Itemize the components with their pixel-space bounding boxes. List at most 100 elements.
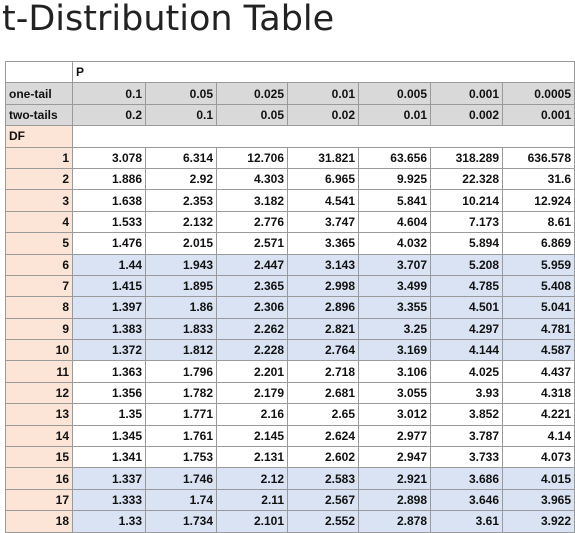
table-row: 12 1.356 1.782 2.179 2.681 3.055 3.93 4.318 (5, 381, 575, 405)
value-cell: 2.145 (216, 424, 288, 448)
value-cell: 5.041 (502, 296, 575, 319)
value-cell: 4.297 (430, 317, 503, 341)
value-cell: 5.959 (502, 253, 575, 276)
value-cell: 1.638 (72, 189, 146, 212)
df-cell: 16 (5, 467, 73, 490)
value-cell: 31.6 (502, 167, 575, 191)
table-row: 11 1.363 1.796 2.201 2.718 3.106 4.025 4.437 (5, 360, 575, 383)
df-cell: 12 (5, 381, 73, 405)
value-cell: 10.214 (430, 189, 503, 212)
value-cell: 2.896 (287, 296, 359, 319)
value-cell: 9.925 (358, 167, 431, 191)
value-cell: 1.415 (72, 274, 146, 298)
value-cell: 1.886 (72, 167, 146, 191)
one-tail-value: 0.001 (430, 82, 503, 105)
value-cell: 5.208 (430, 253, 503, 276)
value-cell: 4.14 (502, 424, 575, 448)
table-row: 18 1.33 1.734 2.101 2.552 2.878 3.61 3.922 (5, 510, 575, 533)
value-cell: 1.771 (145, 403, 217, 426)
table-row: 13 1.35 1.771 2.16 2.65 3.012 3.852 4.221 (5, 403, 575, 426)
value-cell: 1.372 (72, 339, 146, 362)
value-cell: 5.894 (430, 232, 503, 255)
value-cell: 2.898 (358, 488, 431, 512)
value-cell: 1.796 (145, 360, 217, 383)
value-cell: 12.924 (502, 189, 575, 212)
table-row: 3 1.638 2.353 3.182 4.541 5.841 10.214 12.924 (5, 189, 575, 212)
two-tails-value: 0.05 (216, 103, 288, 127)
value-cell: 4.437 (502, 360, 575, 383)
value-cell: 63.656 (358, 146, 431, 169)
one-tail-label: one-tail (5, 82, 73, 105)
df-cell: 1 (5, 146, 73, 169)
table-row: 2 1.886 2.92 4.303 6.965 9.925 22.328 31.6 (5, 167, 575, 191)
value-cell: 1.345 (72, 424, 146, 448)
value-cell: 4.785 (430, 274, 503, 298)
table-body: P one-tail 0.1 0.05 0.025 0.01 0.005 0.001 0.0… (5, 60, 575, 533)
value-cell: 1.734 (145, 510, 217, 533)
value-cell: 318.289 (430, 146, 503, 169)
value-cell: 1.35 (72, 403, 146, 426)
value-cell: 636.578 (502, 146, 575, 169)
value-cell: 2.201 (216, 360, 288, 383)
value-cell: 3.922 (502, 510, 575, 533)
df-label: DF (5, 125, 73, 148)
value-cell: 12.706 (216, 146, 288, 169)
value-cell: 1.812 (145, 339, 217, 362)
value-cell: 31.821 (287, 146, 359, 169)
one-tail-value: 0.01 (287, 82, 359, 105)
table-row: 1 3.078 6.314 12.706 31.821 63.656 318.289 636.… (5, 146, 575, 169)
value-cell: 1.533 (72, 210, 146, 234)
value-cell: 1.397 (72, 296, 146, 319)
table-row: 7 1.415 1.895 2.365 2.998 3.499 4.785 5.408 (5, 274, 575, 298)
one-tail-value: 0.0005 (502, 82, 575, 105)
value-cell: 3.61 (430, 510, 503, 533)
value-cell: 2.947 (358, 446, 431, 469)
value-cell: 4.318 (502, 381, 575, 405)
value-cell: 4.781 (502, 317, 575, 341)
value-cell: 3.787 (430, 424, 503, 448)
one-tail-value: 0.025 (216, 82, 288, 105)
value-cell: 2.306 (216, 296, 288, 319)
two-tails-value: 0.01 (358, 103, 431, 127)
value-cell: 1.44 (72, 253, 146, 276)
value-cell: 4.303 (216, 167, 288, 191)
df-cell: 15 (5, 446, 73, 469)
df-cell: 4 (5, 210, 73, 234)
table-row: 15 1.341 1.753 2.131 2.602 2.947 3.733 4.073 (5, 446, 575, 469)
value-cell: 2.262 (216, 317, 288, 341)
value-cell: 2.571 (216, 232, 288, 255)
page-title: t-Distribution Table (2, 0, 335, 39)
value-cell: 1.895 (145, 274, 217, 298)
value-cell: 1.753 (145, 446, 217, 469)
df-cell: 7 (5, 274, 73, 298)
one-tail-value: 0.1 (72, 82, 146, 105)
one-tail-row: one-tail 0.1 0.05 0.025 0.01 0.005 0.001 0.000… (5, 82, 575, 105)
two-tails-value: 0.1 (145, 103, 217, 127)
value-cell: 3.852 (430, 403, 503, 426)
value-cell: 2.101 (216, 510, 288, 533)
corner-cell (5, 60, 73, 84)
table-row: 8 1.397 1.86 2.306 2.896 3.355 4.501 5.041 (5, 296, 575, 319)
value-cell: 2.132 (145, 210, 217, 234)
value-cell: 1.337 (72, 467, 146, 490)
two-tails-value: 0.002 (430, 103, 503, 127)
table-row: 6 1.44 1.943 2.447 3.143 3.707 5.208 5.959 (5, 253, 575, 276)
value-cell: 3.707 (358, 253, 431, 276)
value-cell: 7.173 (430, 210, 503, 234)
value-cell: 4.501 (430, 296, 503, 319)
value-cell: 2.681 (287, 381, 359, 405)
value-cell: 3.25 (358, 317, 431, 341)
value-cell: 3.169 (358, 339, 431, 362)
one-tail-value: 0.05 (145, 82, 217, 105)
df-cell: 9 (5, 317, 73, 341)
value-cell: 1.782 (145, 381, 217, 405)
value-cell: 3.365 (287, 232, 359, 255)
df-cell: 8 (5, 296, 73, 319)
value-cell: 4.032 (358, 232, 431, 255)
p-label: P (72, 60, 575, 84)
table-row: 14 1.345 1.761 2.145 2.624 2.977 3.787 4.14 (5, 424, 575, 448)
value-cell: 2.998 (287, 274, 359, 298)
value-cell: 2.11 (216, 488, 288, 512)
df-cell: 3 (5, 189, 73, 212)
value-cell: 1.33 (72, 510, 146, 533)
